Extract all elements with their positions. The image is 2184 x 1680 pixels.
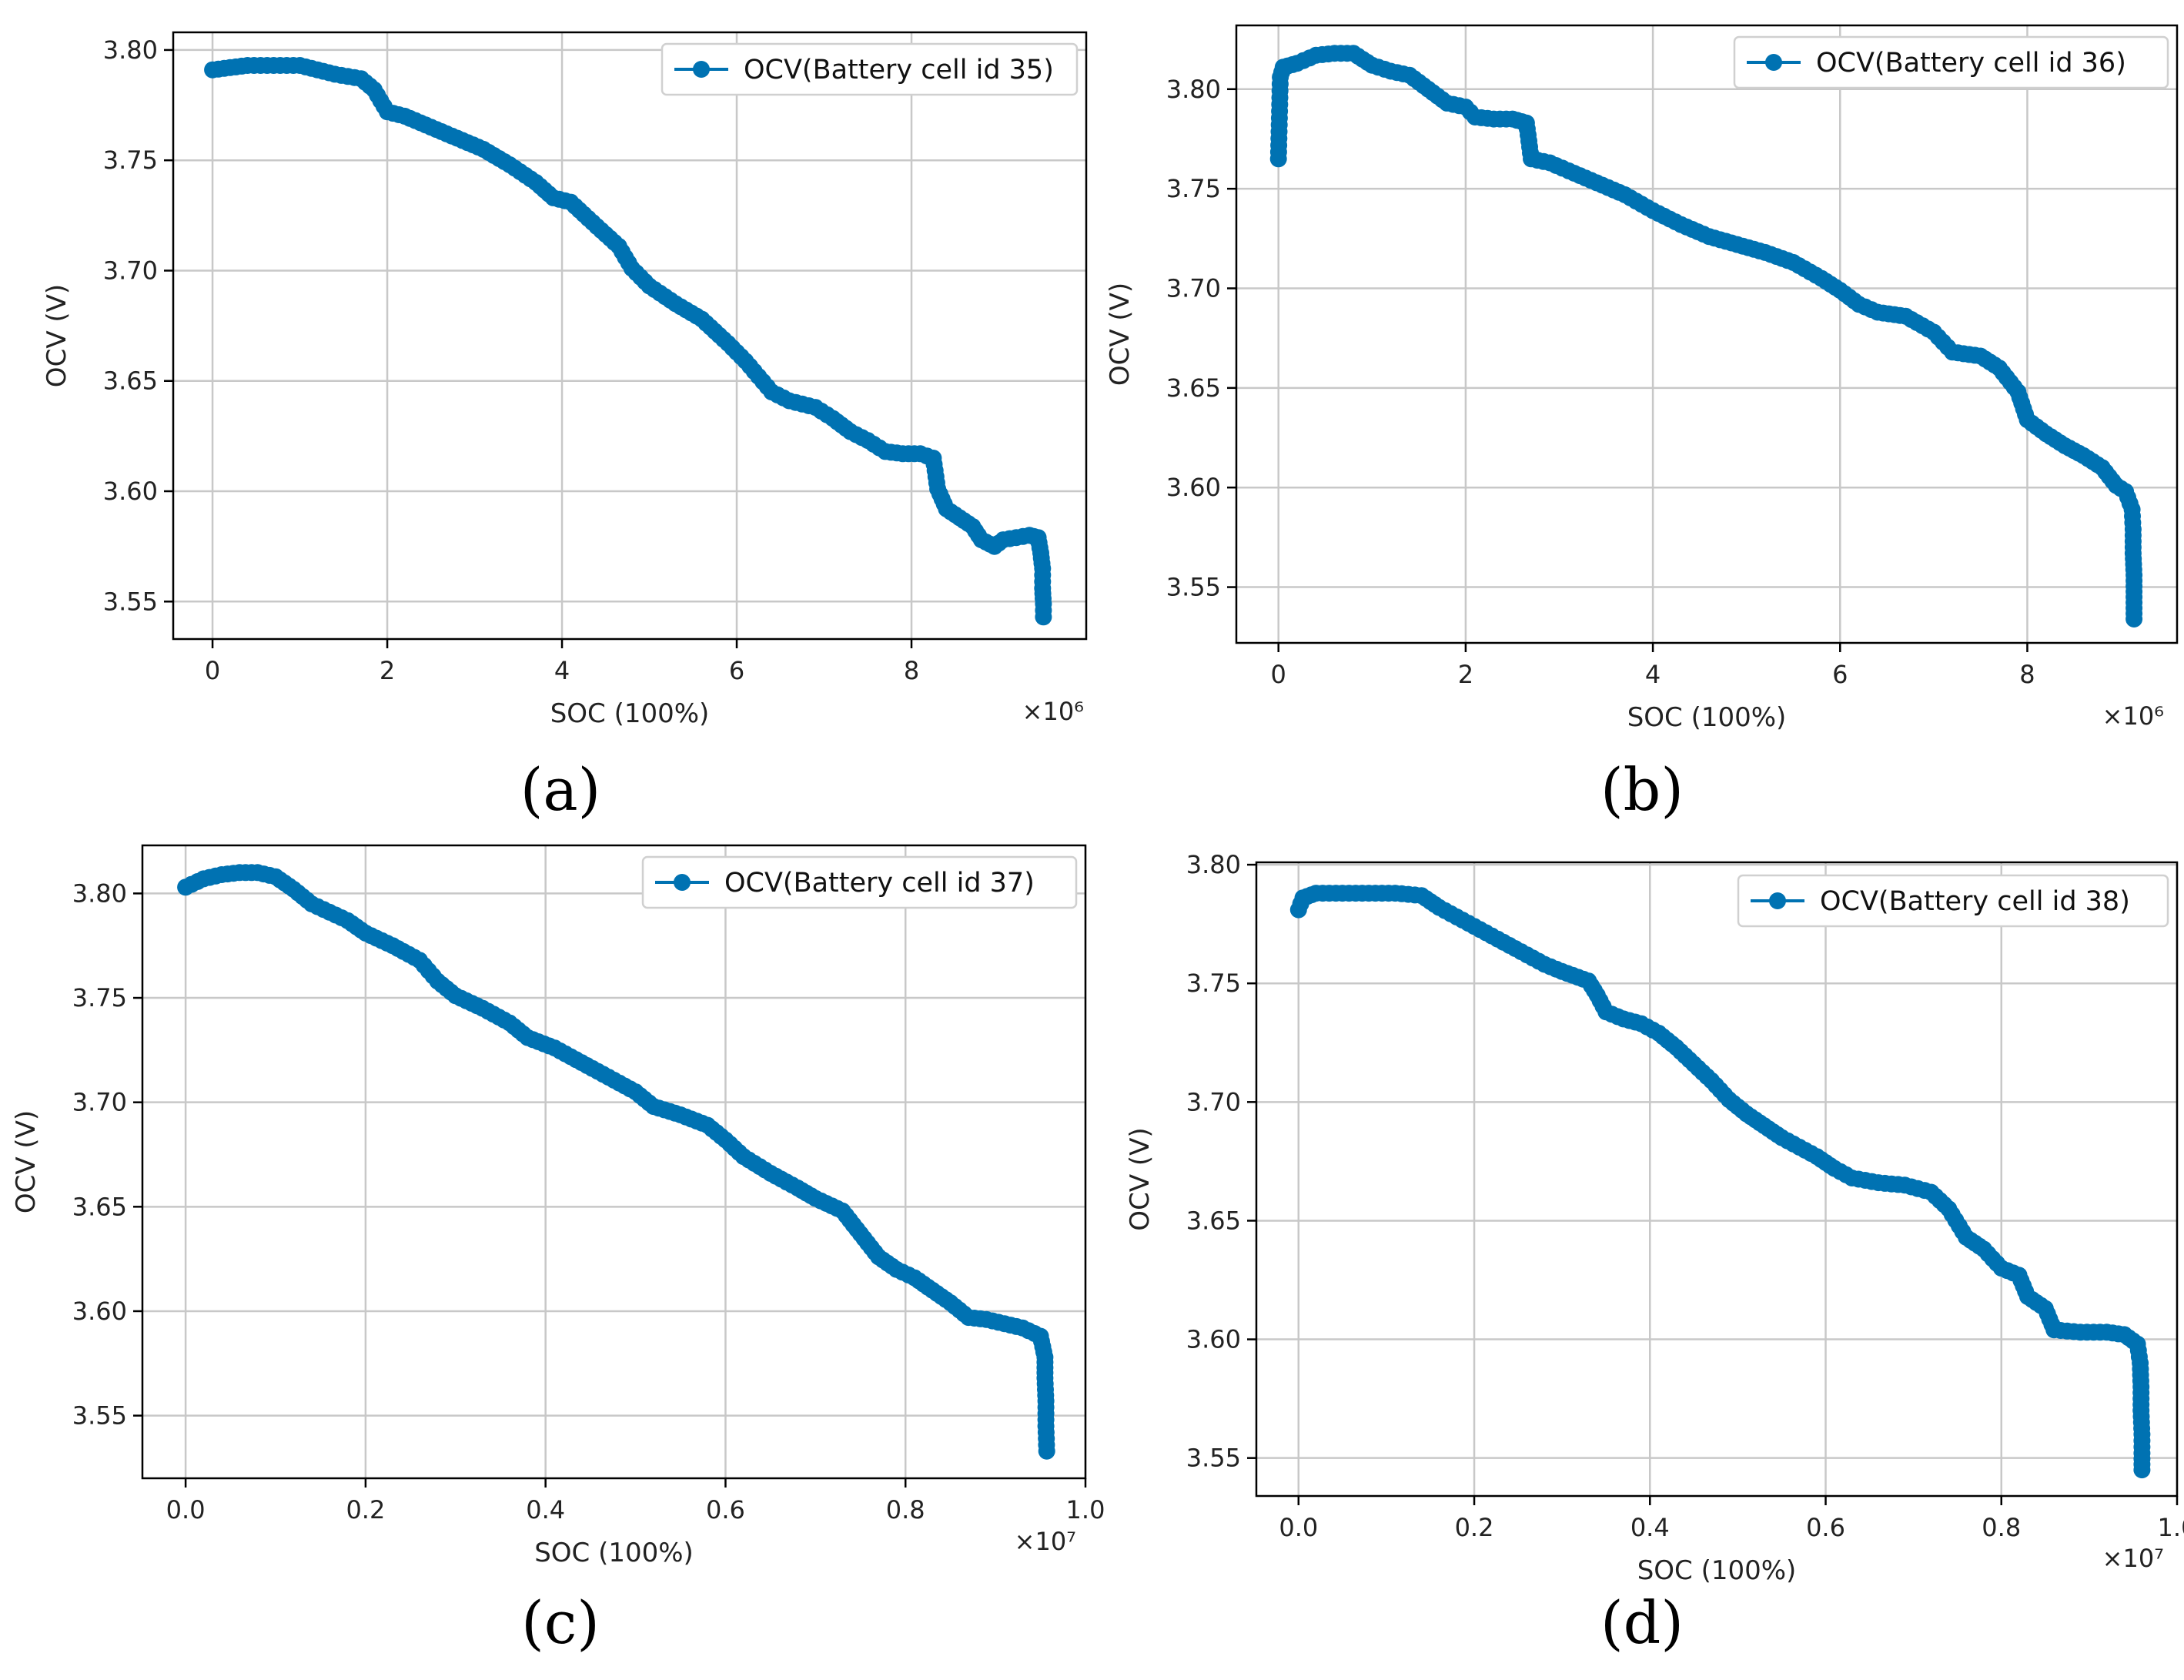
x-tick-label: 8 xyxy=(2019,660,2035,689)
legend-box xyxy=(1737,874,2169,928)
x-tick-label: 2 xyxy=(380,656,395,685)
y-tick-label: 3.60 xyxy=(103,477,158,506)
y-tick-label: 3.70 xyxy=(1166,273,1221,303)
legend-label: OCV(Battery cell id 35) xyxy=(744,55,1054,85)
axes-frame xyxy=(141,844,1087,1480)
x-axis-label: SOC (100%) xyxy=(534,1538,694,1568)
legend: OCV(Battery cell id 35) xyxy=(661,42,1079,96)
x-tick-label: 4 xyxy=(554,656,570,685)
y-tick-label: 3.55 xyxy=(1186,1444,1241,1473)
data-point xyxy=(2125,611,2143,627)
x-tick-label: 0.2 xyxy=(346,1495,385,1524)
x-tick-label: 0.6 xyxy=(706,1495,745,1524)
y-tick-label: 3.75 xyxy=(1186,969,1241,998)
legend-label: OCV(Battery cell id 36) xyxy=(1816,48,2126,79)
y-tick-label: 3.55 xyxy=(103,587,158,616)
x-tick-label: 0.8 xyxy=(1982,1513,2021,1542)
y-tick-label: 3.65 xyxy=(72,1192,127,1221)
legend-box xyxy=(661,42,1079,96)
y-tick-label: 3.55 xyxy=(1166,573,1221,602)
x-offset-label: ×10⁶ xyxy=(1022,697,1084,726)
chart-panel-b: 0 2 4 6 8 3.55 3.60 3.65 3.70 3.75 3.80 SOC (100%) O… xyxy=(1105,24,2179,733)
x-tick-label: 0.4 xyxy=(526,1495,565,1524)
series-line xyxy=(212,64,1045,617)
x-tick-label: 1.0 xyxy=(1066,1495,1105,1524)
y-tick-label: 3.80 xyxy=(1166,75,1221,104)
legend-label: OCV(Battery cell id 37) xyxy=(724,868,1035,899)
legend-label: OCV(Battery cell id 38) xyxy=(1820,886,2130,917)
y-tick-label: 3.60 xyxy=(1186,1325,1241,1354)
legend-marker xyxy=(1769,892,1786,909)
y-tick-label: 3.70 xyxy=(103,256,158,285)
y-tick-label: 3.70 xyxy=(1186,1087,1241,1116)
x-tick-label: 0.0 xyxy=(166,1495,206,1524)
legend-box xyxy=(1733,35,2169,89)
x-tick-label: 4 xyxy=(1645,660,1661,689)
y-axis-label: OCV (V) xyxy=(11,1110,42,1213)
x-offset-label: ×10⁷ xyxy=(2102,1544,2164,1573)
axes-frame xyxy=(1235,24,2179,644)
legend: OCV(Battery cell id 36) xyxy=(1733,35,2169,89)
y-tick-label: 3.80 xyxy=(1186,850,1241,879)
chart-panel-d: 0.0 0.2 0.4 0.6 0.8 1.0 3.55 3.60 3.65 3.70 3.75 3.… xyxy=(1125,850,2184,1586)
x-tick-label: 0.6 xyxy=(1806,1513,1845,1542)
y-tick-label: 3.65 xyxy=(1186,1206,1241,1235)
caption-c: (c) xyxy=(521,1588,600,1657)
series-line xyxy=(1296,892,2144,1471)
data-point xyxy=(2133,1461,2151,1479)
x-axis-label: SOC (100%) xyxy=(1637,1555,1797,1586)
y-tick-label: 3.75 xyxy=(1166,174,1221,203)
axes-frame xyxy=(1255,861,2179,1498)
x-axis-label: SOC (100%) xyxy=(1627,702,1787,733)
x-tick-label: 0.2 xyxy=(1455,1513,1494,1542)
y-tick-label: 3.75 xyxy=(103,146,158,175)
series-line xyxy=(1276,52,2136,619)
x-tick-label: 2 xyxy=(1458,660,1473,689)
caption-a: (a) xyxy=(520,755,601,824)
y-tick-label: 3.60 xyxy=(1166,473,1221,502)
data-point xyxy=(1035,608,1052,626)
y-axis-label: OCV (V) xyxy=(1125,1127,1156,1230)
legend-marker xyxy=(1765,54,1782,71)
legend-marker xyxy=(693,61,710,78)
legend-box xyxy=(641,855,1078,909)
chart-panel-c: 0.0 0.2 0.4 0.6 0.8 1.0 3.55 3.60 3.65 3.70 3.75 3.… xyxy=(11,844,1105,1568)
y-tick-label: 3.75 xyxy=(72,983,127,1012)
data-point xyxy=(1038,1442,1055,1460)
x-tick-label: 1.0 xyxy=(2158,1513,2184,1542)
series-line xyxy=(185,871,1049,1451)
caption-d: (d) xyxy=(1600,1588,1684,1657)
y-tick-label: 3.60 xyxy=(72,1297,127,1326)
legend: OCV(Battery cell id 37) xyxy=(641,855,1078,909)
x-tick-label: 0.0 xyxy=(1279,1513,1318,1542)
y-tick-label: 3.65 xyxy=(103,366,158,396)
x-offset-label: ×10⁷ xyxy=(1015,1527,1076,1556)
legend-marker xyxy=(674,874,691,891)
y-axis-label: OCV (V) xyxy=(42,284,72,387)
legend: OCV(Battery cell id 38) xyxy=(1737,874,2169,928)
y-tick-label: 3.55 xyxy=(72,1401,127,1431)
x-tick-label: 0.4 xyxy=(1630,1513,1670,1542)
chart-panel-a: 0 2 4 6 8 3.55 3.60 3.65 3.70 3.75 3.80 SOC (100%) O… xyxy=(42,31,1088,729)
caption-b: (b) xyxy=(1600,755,1684,824)
x-tick-label: 8 xyxy=(904,656,919,685)
y-axis-label: OCV (V) xyxy=(1105,283,1135,386)
y-tick-label: 3.80 xyxy=(72,878,127,908)
x-tick-label: 0.8 xyxy=(886,1495,925,1524)
x-tick-label: 0 xyxy=(205,656,220,685)
x-tick-label: 6 xyxy=(729,656,744,685)
x-offset-label: ×10⁶ xyxy=(2102,701,2164,731)
axes-frame xyxy=(172,31,1088,641)
x-tick-label: 0 xyxy=(1271,660,1286,689)
x-tick-label: 6 xyxy=(1832,660,1848,689)
y-tick-label: 3.65 xyxy=(1166,373,1221,403)
y-tick-label: 3.70 xyxy=(72,1088,127,1117)
y-tick-label: 3.80 xyxy=(103,35,158,65)
x-axis-label: SOC (100%) xyxy=(550,698,710,729)
